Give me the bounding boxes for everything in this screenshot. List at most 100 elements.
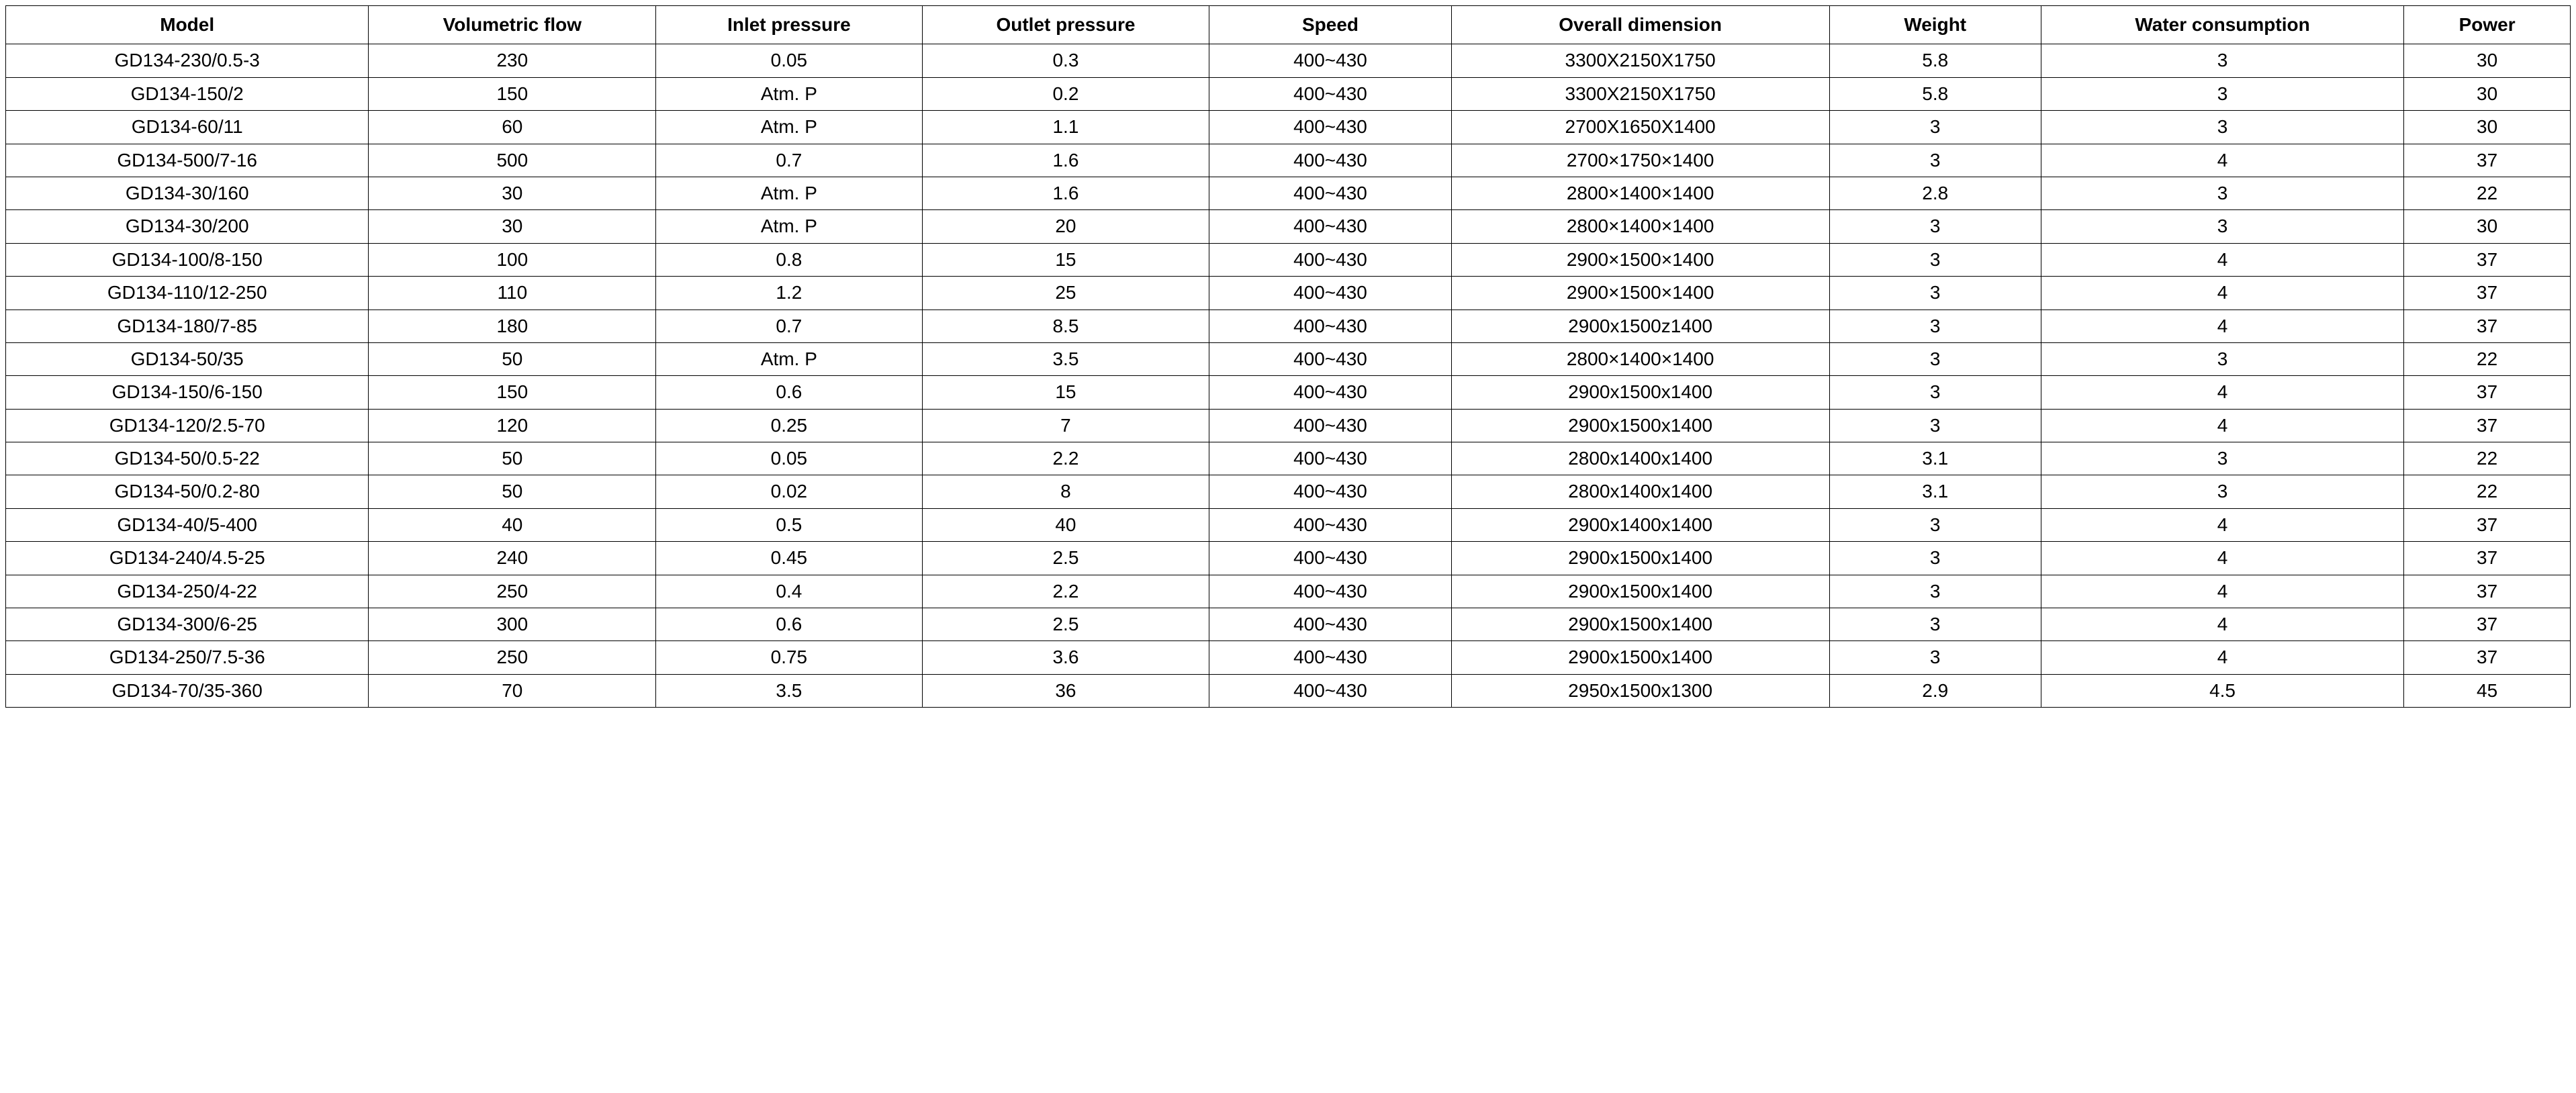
cell-outlet: 36 — [922, 674, 1209, 707]
cell-power: 22 — [2404, 475, 2571, 508]
cell-inlet: 0.45 — [656, 542, 922, 575]
cell-model: GD134-30/200 — [6, 210, 369, 243]
col-header-weight: Weight — [1829, 6, 2041, 44]
cell-weight: 3 — [1829, 575, 2041, 608]
cell-speed: 400~430 — [1209, 475, 1451, 508]
cell-overall: 2800×1400×1400 — [1451, 342, 1829, 375]
cell-water: 3 — [2041, 475, 2403, 508]
cell-overall: 2700X1650X1400 — [1451, 111, 1829, 144]
table-row: GD134-150/2150Atm. P0.2400~4303300X2150X… — [6, 77, 2571, 110]
cell-overall: 2900x1500x1400 — [1451, 641, 1829, 674]
cell-speed: 400~430 — [1209, 44, 1451, 77]
cell-weight: 3 — [1829, 111, 2041, 144]
cell-inlet: 0.02 — [656, 475, 922, 508]
cell-inlet: 0.25 — [656, 409, 922, 442]
cell-speed: 400~430 — [1209, 144, 1451, 177]
cell-water: 3 — [2041, 177, 2403, 209]
col-header-outlet: Outlet pressure — [922, 6, 1209, 44]
cell-outlet: 1.1 — [922, 111, 1209, 144]
cell-weight: 3 — [1829, 144, 2041, 177]
table-row: GD134-50/3550Atm. P3.5400~4302800×1400×1… — [6, 342, 2571, 375]
table-row: GD134-40/5-400400.540400~4302900x1400x14… — [6, 508, 2571, 541]
cell-inlet: 3.5 — [656, 674, 922, 707]
cell-inlet: 0.5 — [656, 508, 922, 541]
cell-volflow: 230 — [369, 44, 656, 77]
cell-speed: 400~430 — [1209, 542, 1451, 575]
cell-overall: 2900x1500z1400 — [1451, 310, 1829, 342]
cell-model: GD134-30/160 — [6, 177, 369, 209]
cell-outlet: 2.5 — [922, 542, 1209, 575]
cell-weight: 5.8 — [1829, 44, 2041, 77]
cell-water: 4 — [2041, 144, 2403, 177]
cell-volflow: 240 — [369, 542, 656, 575]
cell-speed: 400~430 — [1209, 409, 1451, 442]
cell-volflow: 100 — [369, 243, 656, 276]
cell-weight: 3.1 — [1829, 442, 2041, 475]
col-header-volflow: Volumetric flow — [369, 6, 656, 44]
cell-inlet: 0.6 — [656, 608, 922, 641]
cell-power: 37 — [2404, 376, 2571, 409]
cell-weight: 3 — [1829, 243, 2041, 276]
cell-model: GD134-50/0.2-80 — [6, 475, 369, 508]
cell-volflow: 150 — [369, 77, 656, 110]
cell-water: 4 — [2041, 376, 2403, 409]
cell-model: GD134-50/35 — [6, 342, 369, 375]
cell-model: GD134-60/11 — [6, 111, 369, 144]
table-body: GD134-230/0.5-32300.050.3400~4303300X215… — [6, 44, 2571, 708]
col-header-power: Power — [2404, 6, 2571, 44]
cell-power: 22 — [2404, 342, 2571, 375]
cell-outlet: 3.5 — [922, 342, 1209, 375]
cell-overall: 2900x1400x1400 — [1451, 508, 1829, 541]
cell-water: 3 — [2041, 111, 2403, 144]
cell-model: GD134-150/6-150 — [6, 376, 369, 409]
cell-weight: 5.8 — [1829, 77, 2041, 110]
cell-water: 3 — [2041, 77, 2403, 110]
cell-speed: 400~430 — [1209, 111, 1451, 144]
cell-outlet: 15 — [922, 243, 1209, 276]
cell-model: GD134-50/0.5-22 — [6, 442, 369, 475]
cell-overall: 2900x1500x1400 — [1451, 608, 1829, 641]
cell-speed: 400~430 — [1209, 177, 1451, 209]
cell-model: GD134-150/2 — [6, 77, 369, 110]
cell-volflow: 300 — [369, 608, 656, 641]
cell-volflow: 120 — [369, 409, 656, 442]
cell-inlet: 0.8 — [656, 243, 922, 276]
cell-power: 37 — [2404, 277, 2571, 310]
cell-overall: 2900×1500×1400 — [1451, 277, 1829, 310]
cell-volflow: 30 — [369, 177, 656, 209]
cell-water: 4 — [2041, 277, 2403, 310]
cell-outlet: 7 — [922, 409, 1209, 442]
cell-overall: 2700×1750×1400 — [1451, 144, 1829, 177]
cell-power: 30 — [2404, 77, 2571, 110]
cell-overall: 2900x1500x1400 — [1451, 376, 1829, 409]
cell-outlet: 8 — [922, 475, 1209, 508]
cell-overall: 2900×1500×1400 — [1451, 243, 1829, 276]
cell-weight: 3 — [1829, 508, 2041, 541]
table-header-row: Model Volumetric flow Inlet pressure Out… — [6, 6, 2571, 44]
cell-water: 4 — [2041, 508, 2403, 541]
cell-outlet: 2.5 — [922, 608, 1209, 641]
table-row: GD134-50/0.2-80500.028400~4302800x1400x1… — [6, 475, 2571, 508]
cell-weight: 2.8 — [1829, 177, 2041, 209]
cell-power: 37 — [2404, 575, 2571, 608]
cell-weight: 3 — [1829, 310, 2041, 342]
cell-weight: 3 — [1829, 376, 2041, 409]
cell-power: 30 — [2404, 44, 2571, 77]
cell-inlet: 0.7 — [656, 144, 922, 177]
cell-model: GD134-110/12-250 — [6, 277, 369, 310]
table-row: GD134-250/4-222500.42.2400~4302900x1500x… — [6, 575, 2571, 608]
cell-water: 3 — [2041, 44, 2403, 77]
col-header-water: Water consumption — [2041, 6, 2403, 44]
cell-volflow: 500 — [369, 144, 656, 177]
cell-weight: 3 — [1829, 210, 2041, 243]
cell-outlet: 2.2 — [922, 575, 1209, 608]
cell-volflow: 180 — [369, 310, 656, 342]
cell-speed: 400~430 — [1209, 608, 1451, 641]
cell-volflow: 70 — [369, 674, 656, 707]
cell-model: GD134-40/5-400 — [6, 508, 369, 541]
cell-model: GD134-300/6-25 — [6, 608, 369, 641]
cell-outlet: 1.6 — [922, 144, 1209, 177]
table-row: GD134-120/2.5-701200.257400~4302900x1500… — [6, 409, 2571, 442]
cell-water: 4 — [2041, 243, 2403, 276]
cell-overall: 2800x1400x1400 — [1451, 475, 1829, 508]
